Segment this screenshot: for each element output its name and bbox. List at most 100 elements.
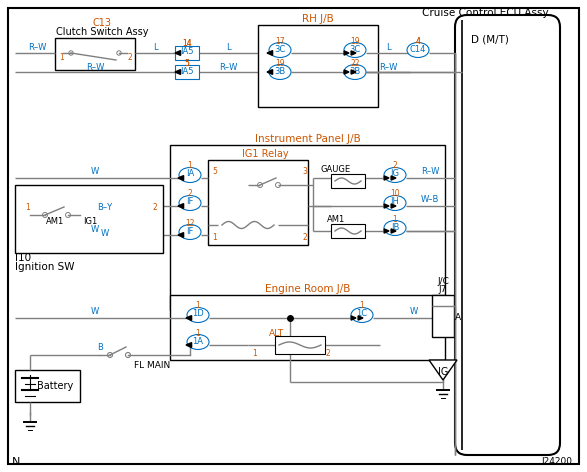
Text: B: B [97,344,103,353]
Text: D (M/T): D (M/T) [471,35,509,45]
Text: IH: IH [390,197,399,207]
Bar [258,25,378,107]
Text: 1: 1 [252,349,257,359]
Text: IG1 Relay: IG1 Relay [242,149,288,159]
Text: IF: IF [186,197,194,207]
Ellipse shape [384,220,406,236]
Bar [15,185,163,253]
Text: 19: 19 [275,59,285,67]
Text: Battery: Battery [37,381,73,391]
Text: 12: 12 [185,219,195,228]
Text: R–W: R–W [219,62,237,71]
Polygon shape [344,51,349,55]
Bar [175,65,199,79]
Text: R–W: R–W [28,43,46,52]
Text: C13: C13 [93,18,112,28]
Text: 1: 1 [360,302,365,311]
Text: L: L [225,43,230,52]
Bar [175,46,199,60]
Bar [15,370,80,402]
Ellipse shape [179,225,201,239]
Ellipse shape [384,195,406,211]
Polygon shape [178,233,184,237]
Text: R–W: R–W [421,168,439,177]
Text: 19: 19 [350,36,360,45]
Polygon shape [175,69,181,75]
Text: AM1: AM1 [46,218,64,227]
Polygon shape [384,229,389,233]
Text: 14: 14 [182,40,192,49]
Text: 3C: 3C [274,44,286,53]
Text: 17: 17 [275,36,285,45]
Text: I10: I10 [15,253,31,263]
Text: 1C: 1C [356,310,367,319]
Ellipse shape [187,335,209,349]
Text: 1A: 1A [193,337,204,346]
Polygon shape [384,204,389,208]
Text: L: L [386,43,390,52]
Ellipse shape [384,168,406,183]
Text: IA: IA [186,169,194,178]
Text: IF: IF [186,227,194,236]
Text: 5: 5 [212,168,217,177]
Text: IA5: IA5 [180,48,194,57]
Ellipse shape [351,307,373,322]
Text: 2: 2 [153,203,157,212]
Polygon shape [351,316,356,320]
Text: W: W [91,168,99,177]
Text: C14: C14 [410,44,426,53]
Text: 5: 5 [184,59,190,67]
Text: ALT: ALT [269,329,285,337]
Bar [275,336,325,354]
Text: RH J/B: RH J/B [302,14,334,24]
Ellipse shape [269,65,291,79]
Text: Cruise Control ECU Assy: Cruise Control ECU Assy [421,8,548,18]
Polygon shape [391,204,396,208]
Text: IG1: IG1 [83,218,97,227]
Text: L: L [153,43,157,52]
Text: 1: 1 [195,302,200,311]
Text: 4: 4 [416,37,420,47]
Text: J7: J7 [439,285,447,294]
Text: 10: 10 [390,189,400,199]
Text: 3: 3 [302,168,308,177]
Text: J/C: J/C [437,277,449,286]
Ellipse shape [407,42,429,58]
Text: 22: 22 [350,59,360,67]
Polygon shape [429,360,457,380]
Polygon shape [178,203,184,209]
Polygon shape [391,176,396,180]
Polygon shape [358,316,363,320]
Text: 1: 1 [212,234,217,243]
Text: I24200: I24200 [541,457,572,466]
Polygon shape [351,51,356,55]
Polygon shape [267,69,272,75]
Text: 3B: 3B [274,67,286,76]
Text: R–W: R–W [86,62,104,71]
Ellipse shape [269,42,291,58]
Text: 1: 1 [195,329,200,337]
Polygon shape [186,343,191,347]
Text: 3C: 3C [349,44,360,53]
Text: 4: 4 [416,36,420,45]
Text: W: W [410,307,418,317]
Text: 1: 1 [188,161,193,170]
Text: Ignition SW: Ignition SW [15,262,75,272]
Polygon shape [267,51,272,55]
Text: 2: 2 [188,189,193,199]
Text: R–W: R–W [379,62,397,71]
Text: IB: IB [391,222,399,231]
Text: 1D: 1D [192,310,204,319]
Bar [170,145,445,310]
Polygon shape [344,70,349,74]
Text: N: N [12,457,21,467]
Text: Clutch Switch Assy: Clutch Switch Assy [56,27,149,37]
Ellipse shape [179,168,201,183]
Text: W: W [91,226,99,235]
Text: IA5: IA5 [180,67,194,76]
Text: 14: 14 [182,40,192,49]
Text: 1: 1 [393,214,397,224]
Polygon shape [178,176,184,180]
Bar [208,160,308,245]
Bar [170,295,445,360]
